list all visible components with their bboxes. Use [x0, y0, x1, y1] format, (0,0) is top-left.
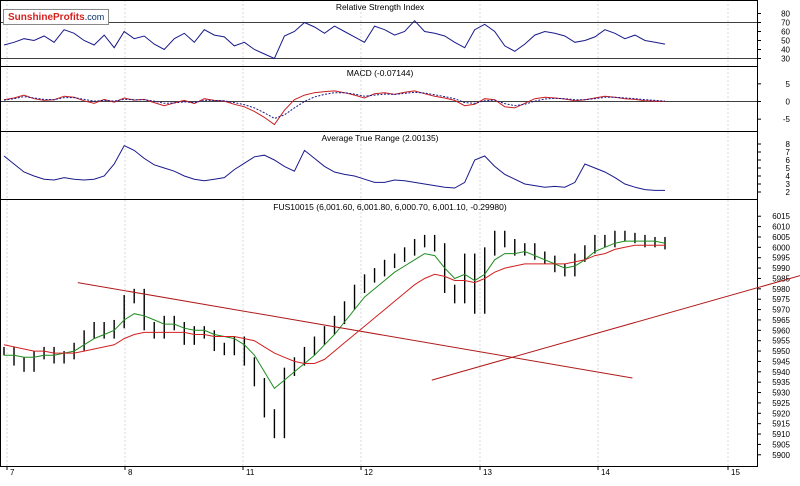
trendline-0: [77, 282, 633, 379]
logo-part3: .com: [84, 12, 105, 22]
xtick-label-3: 12: [364, 468, 373, 477]
rsi-title: Relative Strength Index: [336, 2, 425, 12]
xtick-label-5: 14: [601, 468, 610, 477]
ytick-label-3-4: 5995: [772, 254, 790, 263]
price-panel: FUS10015 (6,001.60, 6,001.80, 6,000.70, …: [3, 202, 800, 477]
ytick-label-3-16: 5935: [772, 378, 790, 387]
ytick-label-3-17: 5930: [772, 389, 790, 398]
ytick-label-3-20: 5915: [772, 420, 790, 429]
ytick-label-0-2: 60: [781, 28, 790, 37]
ytick-label-2-0: 8: [786, 140, 791, 149]
ytick-label-3-7: 5980: [772, 285, 790, 294]
ytick-label-2-3: 5: [786, 164, 791, 173]
xtick-label-1: 8: [128, 468, 133, 477]
ytick-label-3-0: 6015: [772, 212, 790, 221]
ytick-label-3-8: 5975: [772, 295, 790, 304]
xtick-label-4: 13: [483, 468, 492, 477]
ytick-label-2-2: 6: [786, 156, 791, 165]
trendline-1: [431, 275, 800, 381]
series-line-2-0: [3, 144, 665, 191]
ytick-label-3-18: 5925: [772, 399, 790, 408]
ytick-label-3-15: 5940: [772, 368, 790, 377]
ytick-label-3-19: 5920: [772, 409, 790, 418]
ytick-label-3-3: 6000: [772, 243, 790, 252]
ytick-label-3-9: 5970: [772, 306, 790, 315]
ytick-label-3-10: 5965: [772, 316, 790, 325]
series-line-0-0: [3, 19, 666, 60]
ytick-label-3-5: 5990: [772, 264, 790, 273]
ytick-label-3-14: 5945: [772, 357, 790, 366]
series-line-3-2: [3, 244, 665, 364]
ytick-label-3-21: 5910: [772, 430, 790, 439]
ytick-label-3-6: 5985: [772, 274, 790, 283]
ytick-label-0-0: 80: [781, 10, 790, 19]
ytick-label-2-6: 2: [786, 188, 791, 197]
ytick-label-0-1: 70: [781, 19, 790, 28]
ytick-label-1-0: 5: [786, 80, 791, 89]
ytick-label-3-1: 6010: [772, 223, 790, 232]
grid-lines: [6, 0, 729, 466]
ytick-label-3-11: 5960: [772, 326, 790, 335]
ytick-label-2-4: 4: [786, 172, 791, 181]
ytick-label-1-1: 0: [786, 98, 791, 107]
ytick-label-1-2: -5: [783, 115, 791, 124]
ytick-label-0-3: 50: [781, 37, 790, 46]
logo-part1: Sunshine: [8, 11, 54, 23]
logo-part2: Profits: [53, 11, 85, 23]
xtick-label-6: 15: [731, 468, 740, 477]
ytick-label-3-2: 6005: [772, 233, 790, 242]
atr-title: Average True Range (2.00135): [321, 133, 438, 143]
ytick-label-3-13: 5950: [772, 347, 790, 356]
macd-panel: MACD (-0.07144) 5 0 -5: [0, 68, 791, 126]
series-line-1-1: [3, 91, 666, 120]
ytick-label-0-5: 30: [781, 55, 790, 64]
sunshine-profits-logo: Sunshine Profits .com: [3, 9, 110, 25]
xtick-label-2: 11: [246, 468, 255, 477]
price-title: FUS10015 (6,001.60, 6,001.80, 6,000.70, …: [273, 202, 507, 212]
series-line-1-0: [3, 90, 666, 126]
panel-frames: [0, 0, 758, 467]
ytick-label-0-4: 40: [781, 46, 790, 55]
macd-title: MACD (-0.07144): [347, 68, 414, 78]
ytick-label-2-1: 7: [786, 148, 791, 157]
ytick-label-3-23: 5900: [772, 451, 790, 460]
ytick-label-3-12: 5955: [772, 337, 790, 346]
xtick-label-0: 7: [10, 468, 15, 477]
ytick-label-2-5: 3: [786, 180, 791, 189]
ytick-label-3-22: 5905: [772, 440, 790, 449]
